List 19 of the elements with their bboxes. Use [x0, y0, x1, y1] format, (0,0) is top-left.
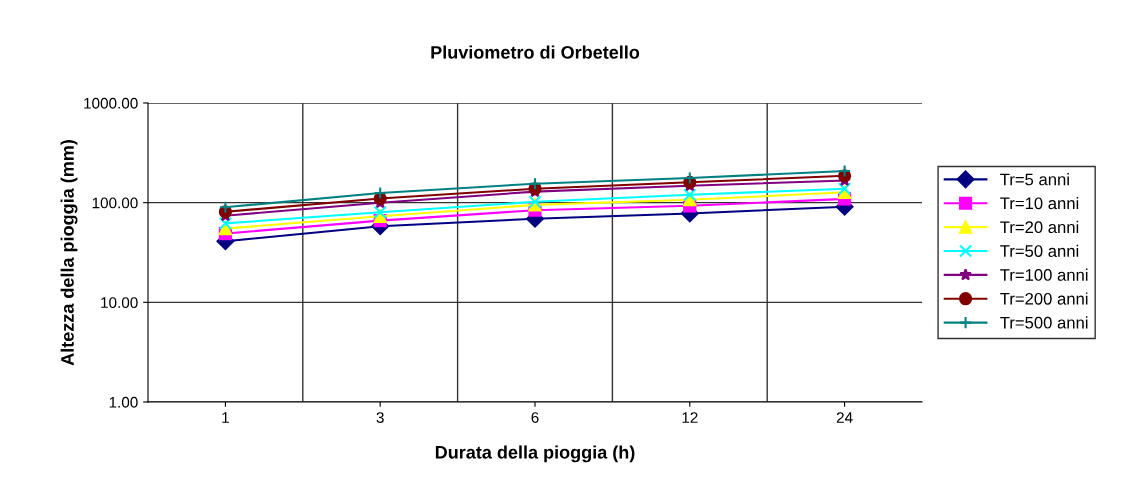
chart-title: Pluviometro di Orbetello [431, 45, 640, 59]
x-tick-label: 24 [836, 412, 853, 423]
legend-label: Tr=500 anni [1000, 316, 1088, 329]
x-tick-label: 12 [682, 412, 698, 423]
legend-label: Tr=100 anni [1000, 268, 1088, 281]
x-tick-label: 1 [222, 412, 229, 423]
y-axis-title: Altezza della pioggia (mm) [60, 140, 78, 366]
legend-label: Tr=200 anni [1000, 292, 1088, 305]
legend-label: Tr=50 anni [1000, 244, 1079, 257]
legend-label: Tr=5 anni [1000, 173, 1069, 186]
y-tick-label: 100.00 [92, 197, 138, 209]
y-tick-label: 1000.00 [84, 97, 138, 109]
x-tick-label: 3 [376, 412, 384, 423]
x-tick-label: 6 [531, 412, 539, 423]
y-tick-label: 1.00 [109, 396, 138, 408]
y-tick-label: 10.00 [101, 297, 138, 309]
x-axis-title: Durata della pioggia (h) [435, 445, 635, 463]
legend-label: Tr=10 anni [1000, 196, 1079, 210]
legend-label: Tr=20 anni [1000, 220, 1079, 234]
